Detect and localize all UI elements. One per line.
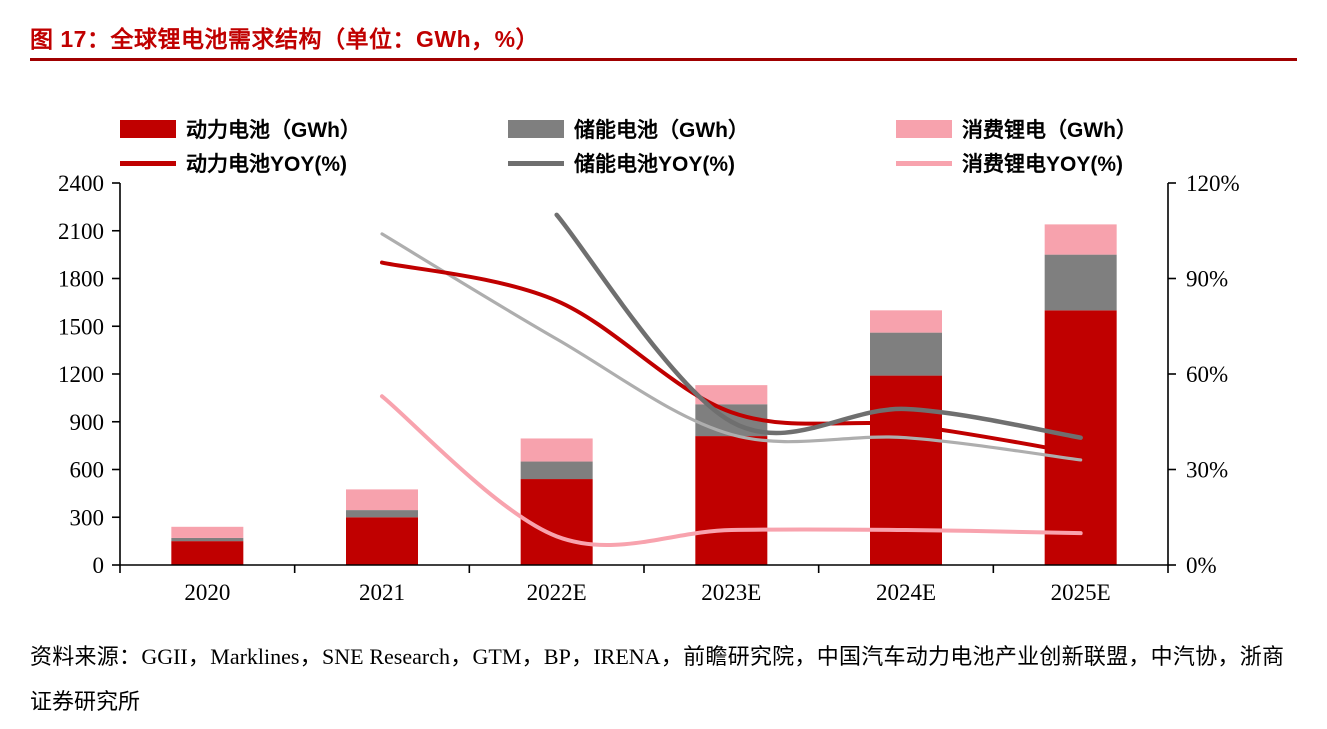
figure-title: 图 17：全球锂电池需求结构（单位：GWh，%）: [30, 26, 540, 52]
left-axis-tick-label: 1500: [58, 314, 104, 339]
bar-segment: [695, 436, 768, 565]
legend-label: 消费锂电YOY(%): [962, 153, 1124, 176]
left-axis-tick-label: 0: [93, 553, 105, 578]
right-axis-tick-label: 0%: [1186, 553, 1217, 578]
source-note: 资料来源：GGII，Marklines，SNE Research，GTM，BP，…: [30, 644, 1284, 715]
left-axis-tick-label: 600: [70, 458, 105, 483]
x-axis-category-label: 2020: [184, 580, 230, 605]
left-axis-tick-label: 2400: [58, 171, 104, 196]
bar-segment: [1044, 254, 1117, 311]
title-divider: [30, 58, 1297, 61]
bar-segment: [346, 489, 418, 511]
left-axis-tick-label: 2100: [58, 219, 104, 244]
x-axis-category-label: 2025E: [1051, 580, 1111, 605]
legend-item-storage-battery-yoy-line: 储能电池YOY(%): [508, 150, 735, 176]
legend-label: 动力电池YOY(%): [186, 153, 348, 176]
bar-segment: [695, 385, 768, 405]
bar-segment: [171, 537, 244, 542]
axes-group: 0 300 600 900 1200 1500 1800 2100 2400 0% 30% 60% 90…: [58, 171, 1240, 605]
yoy-lines-group: [380, 212, 1083, 548]
x-axis-category-label: 2023E: [701, 580, 761, 605]
right-axis-tick-label: 90%: [1186, 267, 1228, 292]
yoy-line: [380, 232, 1083, 462]
left-axis-tick-label: 300: [70, 505, 105, 530]
power-battery-yoy-line-swatch-icon: [120, 160, 176, 166]
bar-segment: [870, 332, 942, 376]
legend-label: 动力电池（GWh）: [186, 119, 361, 142]
right-axis-tick-label: 60%: [1186, 362, 1228, 387]
x-axis-category-label: 2021: [359, 580, 405, 605]
legend-item-consumer-battery-yoy-line: 消费锂电YOY(%): [896, 150, 1123, 176]
consumer-battery-yoy-line-swatch-icon: [896, 160, 952, 166]
legend-item-power-battery-bar: 动力电池（GWh）: [120, 116, 361, 142]
bar-segment: [1044, 224, 1117, 255]
left-axis-tick-label: 1200: [58, 362, 104, 387]
legend-item-consumer-battery-bar: 消费锂电（GWh）: [896, 116, 1137, 142]
right-axis-tick-label: 120%: [1186, 171, 1240, 196]
storage-battery-bar-swatch-icon: [508, 120, 564, 138]
legend-label: 消费锂电（GWh）: [962, 119, 1137, 142]
x-axis-category-label: 2022E: [527, 580, 587, 605]
left-axis-tick-label: 1800: [58, 267, 104, 292]
legend-label: 储能电池YOY(%): [574, 153, 736, 176]
legend-label: 储能电池（GWh）: [574, 119, 749, 142]
legend-item-power-battery-yoy-line: 动力电池YOY(%): [120, 150, 347, 176]
bar-segment: [346, 510, 418, 518]
storage-battery-yoy-line-swatch-icon: [508, 160, 564, 166]
yoy-line: [554, 212, 1083, 440]
bar-segment: [520, 461, 593, 480]
bar-segment: [346, 517, 418, 565]
consumer-battery-bar-swatch-icon: [896, 120, 952, 138]
right-axis-tick-label: 30%: [1186, 458, 1228, 483]
bar-segment: [870, 375, 942, 565]
bar-segment: [520, 438, 593, 462]
yoy-line: [380, 260, 1083, 456]
legend-item-storage-battery-bar: 储能电池（GWh）: [508, 116, 749, 142]
x-axis-category-label: 2024E: [876, 580, 936, 605]
yoy-line: [380, 394, 1083, 548]
bar-segment: [171, 541, 244, 565]
power-battery-bar-swatch-icon: [120, 120, 176, 138]
left-axis-tick-label: 900: [70, 410, 105, 435]
bar-segment: [171, 526, 244, 538]
bar-segment: [870, 310, 942, 333]
